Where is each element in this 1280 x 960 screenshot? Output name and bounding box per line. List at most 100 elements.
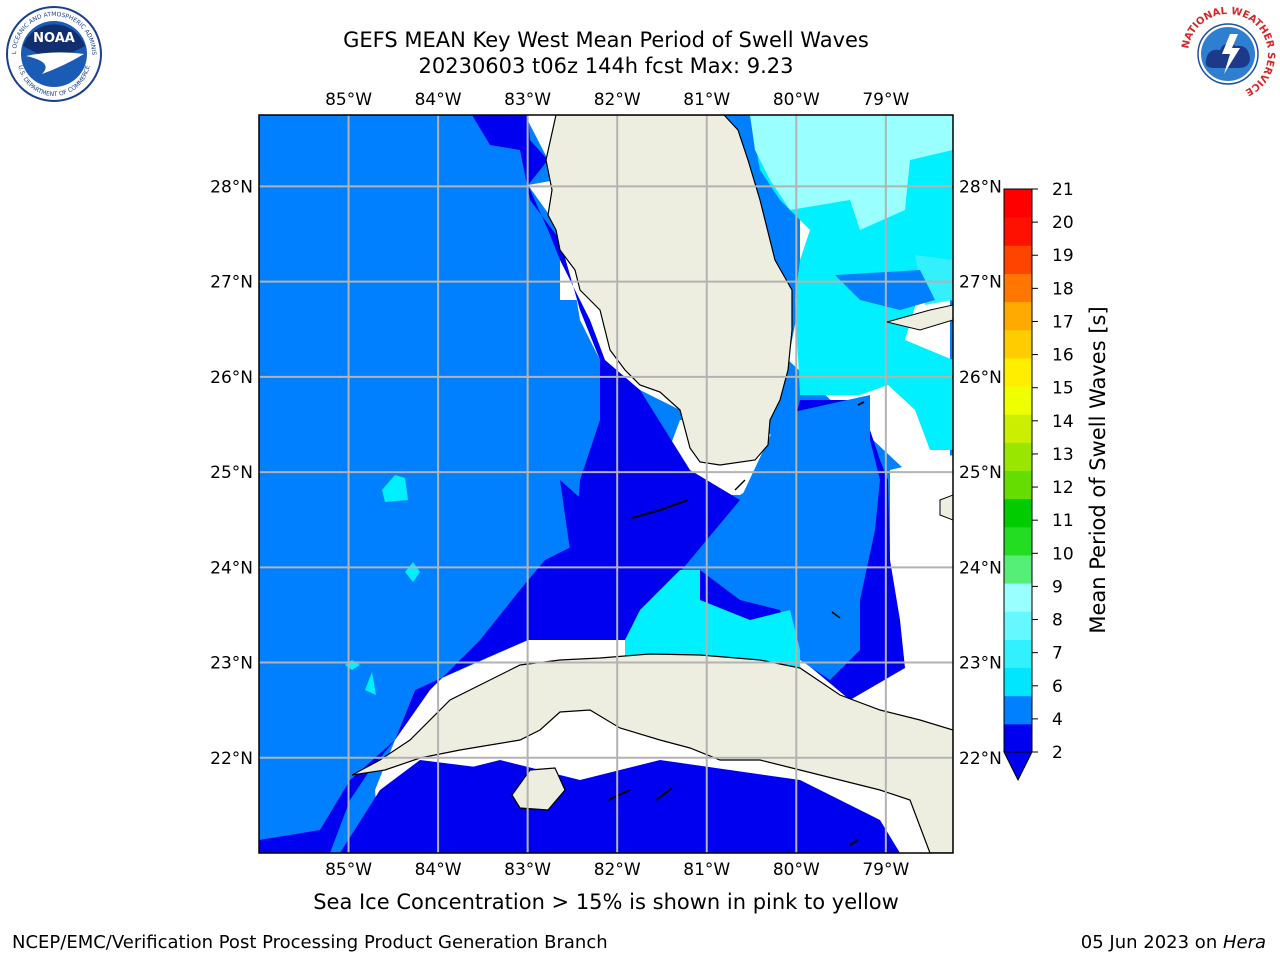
sea-period-deep — [259, 115, 905, 853]
lon-label: 83°W — [504, 860, 551, 880]
lat-label: 27°N — [959, 273, 1002, 293]
colorbar-segment — [1004, 442, 1032, 471]
colorbar-segment — [1004, 639, 1032, 669]
florida-keys — [734, 479, 746, 491]
colorbar-segment — [1004, 611, 1032, 640]
land-bahamas — [857, 401, 865, 406]
lon-label: 79°W — [862, 860, 909, 880]
colorbar-label: Mean Period of Swell Waves [s] — [1086, 306, 1110, 633]
lon-labels-top: 85°W 84°W 83°W 82°W 81°W 80°W 79°W — [325, 90, 909, 110]
colorbar-tick-label: 11 — [1052, 511, 1074, 531]
nws-logo: NATIONAL WEATHER SERVICE — [1180, 6, 1276, 102]
sea-period-deep — [560, 480, 605, 550]
lon-label: 84°W — [415, 90, 462, 110]
land-bahamas — [939, 494, 953, 521]
lon-label: 84°W — [415, 860, 462, 880]
map-subtitle: 20230603 t06z 144h fcst Max: 9.23 — [418, 54, 794, 78]
host-name: Hera — [1222, 932, 1266, 953]
lon-labels-bottom: 85°W 84°W 83°W 82°W 81°W 80°W 79°W — [325, 860, 909, 880]
colorbar-tick-label: 20 — [1052, 213, 1074, 233]
sea-period-2-4 — [640, 395, 880, 680]
lon-label: 82°W — [594, 860, 641, 880]
colorbar-tick-label: 18 — [1052, 279, 1074, 299]
colorbar-segment — [1004, 357, 1032, 387]
colorbar-tick-label: 8 — [1052, 611, 1063, 631]
map-gridlines — [259, 115, 953, 853]
lon-label: 81°W — [683, 90, 730, 110]
florida-keys — [631, 499, 689, 519]
colorbar-segment — [1004, 583, 1032, 612]
lat-label: 28°N — [959, 177, 1002, 197]
sea-period-4-6 — [382, 475, 408, 502]
lon-label: 83°W — [504, 90, 551, 110]
colorbar-segment — [1004, 301, 1032, 331]
sea-period-4-6 — [365, 672, 376, 695]
colorbar-tick-label: 6 — [1052, 677, 1063, 697]
lon-label: 85°W — [325, 860, 372, 880]
colorbar-tick-label: 14 — [1052, 412, 1074, 432]
colorbar-tick-label: 2 — [1052, 743, 1063, 763]
land-cays — [607, 789, 631, 801]
sea-ice-note: Sea Ice Concentration > 15% is shown in … — [313, 890, 899, 914]
colorbar-segment — [1004, 414, 1032, 443]
map-plot-area — [259, 115, 953, 853]
lat-label: 23°N — [959, 654, 1002, 674]
colorbar-extend-arrow — [1003, 751, 1033, 782]
colorbar: 2 4 6 7 8 9 10 11 12 13 14 15 16 17 18 19 20 21 — [1003, 180, 1074, 782]
map-title: GEFS MEAN Key West Mean Period of Swell … — [343, 28, 869, 52]
land-cuba — [351, 653, 953, 853]
colorbar-segment — [1004, 695, 1032, 725]
colorbar-segment — [1004, 273, 1032, 303]
lon-label: 80°W — [773, 860, 820, 880]
no-data-region — [868, 385, 910, 450]
colorbar-segment — [1004, 245, 1032, 274]
noaa-logo: NATIONAL OCEANIC AND ATMOSPHERIC ADMINIS… — [4, 4, 102, 102]
noaa-logo-text: NOAA — [33, 31, 75, 46]
colorbar-tick-label: 17 — [1052, 312, 1074, 332]
colorbar-segment — [1004, 667, 1032, 697]
colorbar-tick-label: 19 — [1052, 246, 1074, 266]
land-bahamas — [885, 304, 953, 331]
map-frame — [258, 114, 954, 854]
colorbar-tick-label: 21 — [1052, 180, 1074, 200]
lat-label: 25°N — [210, 463, 253, 483]
colorbar-frame — [1003, 188, 1033, 753]
colorbar-segment — [1004, 217, 1032, 246]
sea-period-8-9 — [750, 115, 953, 230]
colorbar-segment — [1004, 723, 1032, 753]
date-text: 05 Jun 2023 on Hera — [1081, 932, 1266, 953]
colorbar-tick-label: 7 — [1052, 644, 1063, 664]
colorbar-tick-label: 4 — [1052, 710, 1063, 730]
colorbar-segment — [1004, 554, 1032, 584]
colorbar-tick-label: 12 — [1052, 478, 1074, 498]
lon-label: 79°W — [862, 90, 909, 110]
land-cays — [849, 839, 859, 846]
lon-label: 85°W — [325, 90, 372, 110]
lon-label: 82°W — [594, 90, 641, 110]
land-isla-juventud — [511, 767, 566, 811]
lat-labels-left: 28°N 27°N 26°N 25°N 24°N 23°N 22°N — [210, 177, 253, 768]
lat-label: 23°N — [210, 654, 253, 674]
colorbar-tick-label: 16 — [1052, 346, 1074, 366]
lon-label: 80°W — [773, 90, 820, 110]
colorbar-tick-label: 10 — [1052, 544, 1074, 564]
colorbar-tick-label: 13 — [1052, 445, 1074, 465]
lat-label: 28°N — [210, 177, 253, 197]
land-cays — [655, 787, 673, 801]
lat-label: 24°N — [959, 558, 1002, 578]
land-bahamas — [831, 611, 841, 619]
lat-label: 22°N — [210, 749, 253, 769]
colorbar-tick-label: 9 — [1052, 577, 1063, 597]
colorbar-tick-label: 15 — [1052, 379, 1074, 399]
credit-text: NCEP/EMC/Verification Post Processing Pr… — [12, 932, 608, 953]
lat-label: 26°N — [210, 368, 253, 388]
sea-period-4-6 — [625, 570, 800, 670]
lat-label: 22°N — [959, 749, 1002, 769]
lat-label: 26°N — [959, 368, 1002, 388]
lon-label: 81°W — [683, 860, 730, 880]
lat-label: 27°N — [210, 273, 253, 293]
colorbar-segment — [1004, 329, 1032, 359]
colorbar-segment — [1004, 498, 1032, 528]
colorbar-segment — [1004, 386, 1032, 415]
